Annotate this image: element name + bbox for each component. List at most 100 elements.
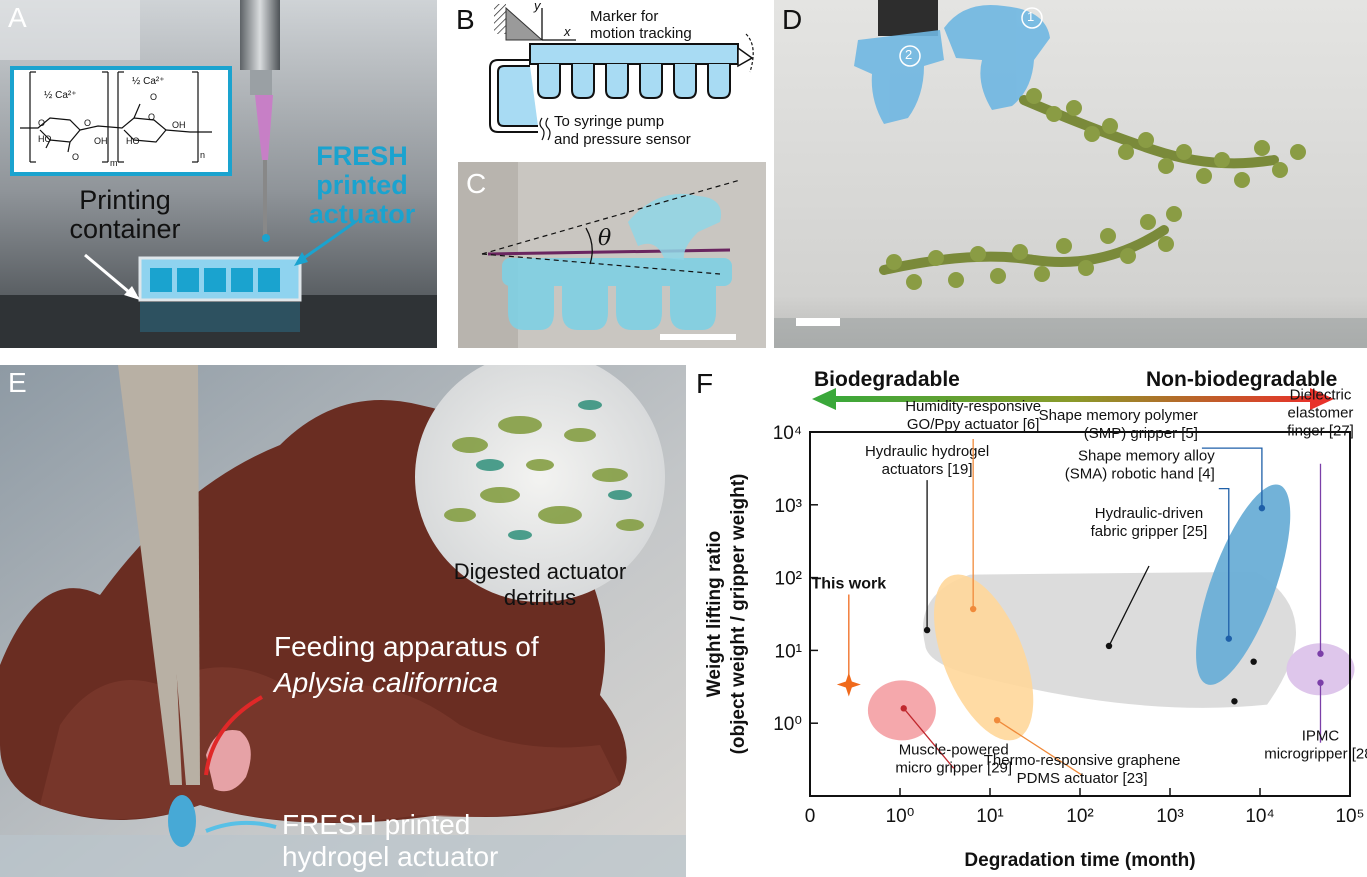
leader-line-3 [903, 707, 955, 769]
data-point-6 [1225, 635, 1232, 642]
panel-e: E Digested actuator detritus Feeding app… [0, 365, 686, 877]
fresh-actuator-label: FRESH printed actuator [298, 142, 426, 229]
chart-f: 0 10⁰ 10¹ 10² 10³ 10⁴ 10⁵ 10⁰ 10¹ 10² 10³ 10⁴ Degrad… [704, 387, 1367, 871]
e-digested-line-1: Digested actuator [453, 559, 627, 584]
point-label-5-line-0: Hydraulic-driven [1095, 505, 1203, 522]
y-tick-label-4: 10⁴ [773, 423, 802, 444]
y-axis-label-line-2: (object weight / gripper weight) [728, 474, 749, 755]
x-tick-label-5: 10⁴ [1245, 806, 1274, 827]
point-label-1-line-1: actuators [19] [882, 461, 973, 478]
data-point-7 [1258, 504, 1266, 512]
d-marker-1: 1 [1027, 9, 1035, 24]
panel-label-b: B [456, 4, 475, 35]
panel-b: B y x Marker for motion tracking To syri… [446, 0, 766, 160]
chem-atom-3: O [84, 118, 92, 128]
point-label-4-line-0: Thermo-responsive graphene [984, 752, 1181, 769]
panel-b-diagram [489, 4, 754, 141]
e-digested-label: Digested actuator detritus [442, 559, 638, 611]
region-hydrogel-graphene [934, 574, 1034, 741]
panel-c: C θ [458, 162, 766, 348]
point-label-3-line-1: micro gripper [29] [895, 759, 1012, 776]
fresh-actuator-line-3: actuator [308, 199, 416, 229]
e-feeding-line-2: Aplysia californica [274, 667, 499, 698]
point-label-9-line-0: IPMC [1302, 728, 1340, 745]
data-point-4 [993, 716, 1001, 724]
point-label-8-line-0: Dielectric [1290, 387, 1352, 404]
chem-atom-1: HO [38, 134, 52, 144]
x-tick-label-4: 10³ [1156, 806, 1183, 827]
panel-label-a: A [8, 2, 27, 33]
point-label-0-line-0: This work [811, 576, 886, 593]
chem-ca-right: ½ Ca²⁺ [132, 76, 165, 87]
x-tick-label-2: 10¹ [976, 806, 1003, 827]
x-tick-label-3: 10² [1066, 806, 1093, 827]
panel-c-photo [458, 162, 766, 348]
point-label-1-line-0: Hydraulic hydrogel [865, 443, 989, 460]
b-marker-line-1: Marker for [590, 8, 659, 25]
y-tick-label-1: 10¹ [775, 641, 802, 662]
point-label-2-line-0: Humidity-responsive [905, 398, 1041, 415]
chem-subscript-n: n [200, 150, 206, 160]
panel-f: F Biodegradable Non-biodegradable 0 10⁰ 10… [690, 360, 1367, 877]
panel-label-e: E [8, 367, 27, 398]
panel-d: D 1 2 [774, 0, 1367, 348]
b-y-axis-label: y [534, 0, 541, 13]
chem-atom-9: OH [172, 120, 186, 130]
b-marker-line-2: motion tracking [590, 25, 692, 42]
panel-d-photo [774, 0, 1367, 348]
x-tick-label-1: 10⁰ [886, 806, 915, 827]
f-nonbiodegradable-label: Non-biodegradable [1146, 368, 1338, 391]
b-syringe-line-1: To syringe pump [554, 113, 665, 130]
d-marker-2: 2 [905, 47, 913, 62]
c-angle-symbol: θ [598, 226, 612, 251]
chem-subscript-m: m [110, 158, 118, 168]
leader-line-5 [1108, 565, 1150, 647]
panel-label-d: D [782, 4, 803, 35]
e-digested-line-2: detritus [503, 585, 577, 610]
b-syringe-line-2: and pressure sensor [554, 131, 691, 148]
point-label-3-line-0: Muscle-powered [899, 741, 1009, 758]
e-fresh-hydrogel-label: FRESH printed hydrogel actuator [282, 809, 498, 873]
point-label-7-line-0: Shape memory polymer [1039, 407, 1198, 424]
panel-a-photo [0, 0, 437, 348]
y-axis-label-line-1: Weight lifting ratio [704, 531, 725, 697]
panel-a: A ½ Ca²⁺ ½ Ca²⁺ m n HO O O O OH HO O O O… [0, 0, 437, 348]
y-tick-label-2: 10² [775, 569, 802, 590]
data-point-1 [923, 626, 931, 634]
printing-container-line-1: Printing [79, 185, 171, 215]
data-point-0 [836, 672, 861, 697]
point-label-8-line-1: elastomer [1288, 405, 1354, 422]
e-feeding-line-1: Feeding apparatus of [274, 631, 539, 662]
fresh-actuator-line-1: FRESH [316, 141, 408, 171]
data-point-9 [1317, 679, 1324, 686]
point-label-8-line-2: finger [27] [1287, 423, 1354, 440]
e-fresh-line-2: hydrogel actuator [282, 841, 499, 872]
e-fresh-line-1: FRESH printed [282, 809, 471, 840]
point-label-9-line-1: microgripper [28] [1264, 746, 1367, 763]
b-x-axis-label: x [564, 24, 571, 39]
point-label-5-line-1: fabric gripper [25] [1091, 523, 1208, 540]
degradability-arrow [812, 388, 1334, 410]
x-tick-label-0: 0 [805, 806, 816, 827]
y-tick-label-0: 10⁰ [773, 714, 802, 735]
region-ipmc-elastomer [1286, 643, 1355, 696]
point-label-7-line-1: (SMP) gripper [5] [1084, 425, 1198, 442]
point-label-6-line-1: (SMA) robotic hand [4] [1065, 466, 1215, 483]
panel-label-c: C [466, 168, 487, 199]
chem-atom-2: O [38, 118, 46, 128]
point-label-2-line-1: GO/Ppy actuator [6] [907, 416, 1040, 433]
panel-e-photo [0, 365, 686, 877]
point-label-4-line-1: PDMS actuator [23] [1017, 770, 1148, 787]
point-label-6-line-0: Shape memory alloy [1078, 448, 1215, 465]
b-syringe-text: To syringe pump and pressure sensor [554, 113, 691, 149]
printing-container-label: Printing container [40, 186, 210, 244]
chem-atom-7: O [150, 92, 158, 102]
b-marker-text: Marker for motion tracking [590, 8, 692, 42]
x-axis-label: Degradation time (month) [964, 850, 1195, 871]
x-tick-label-6: 10⁵ [1335, 806, 1364, 827]
y-tick-label-3: 10³ [775, 496, 802, 517]
data-point-11 [1231, 698, 1238, 705]
data-point-8 [1317, 650, 1324, 657]
data-point-3 [900, 705, 907, 712]
leader-line-4 [996, 719, 1083, 776]
